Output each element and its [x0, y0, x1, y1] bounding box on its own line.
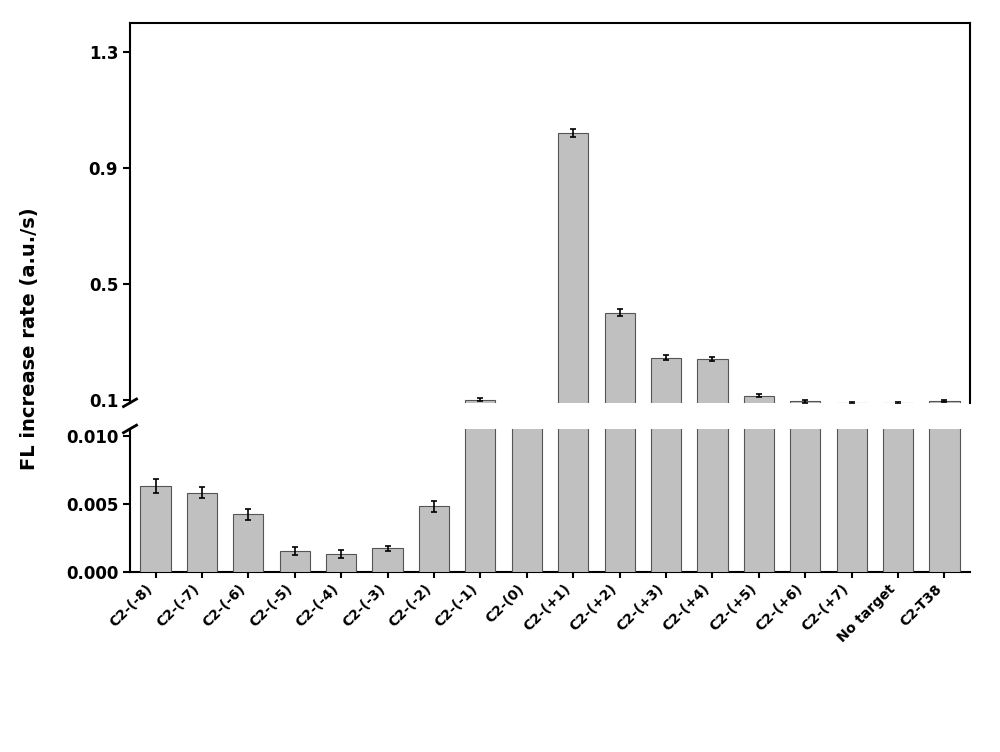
Bar [419, 428, 449, 429]
Bar [605, 0, 635, 572]
Bar [233, 514, 263, 572]
Bar [790, 0, 820, 572]
Bar [883, 0, 913, 572]
Bar [651, 358, 681, 429]
Text: FL increase rate (a.u./s): FL increase rate (a.u./s) [20, 207, 40, 470]
Bar [744, 396, 774, 429]
Bar [187, 427, 217, 429]
Bar [558, 0, 588, 572]
Bar [883, 403, 913, 429]
Bar [605, 313, 635, 429]
Bar [837, 0, 867, 572]
Bar [512, 408, 542, 429]
Bar [280, 551, 310, 572]
Bar [929, 0, 960, 572]
Bar [233, 428, 263, 429]
Bar [140, 486, 171, 572]
Bar [651, 0, 681, 572]
Bar [929, 401, 960, 429]
Bar [512, 0, 542, 572]
Bar [558, 133, 588, 429]
Bar [465, 0, 495, 572]
Bar [419, 506, 449, 572]
Bar [697, 0, 728, 572]
Bar [744, 0, 774, 572]
Bar [465, 399, 495, 429]
Bar [187, 493, 217, 572]
Bar [790, 402, 820, 429]
Bar [140, 427, 171, 429]
Bar [697, 359, 728, 429]
Bar [372, 548, 403, 572]
Bar [837, 403, 867, 429]
Bar [326, 554, 356, 572]
